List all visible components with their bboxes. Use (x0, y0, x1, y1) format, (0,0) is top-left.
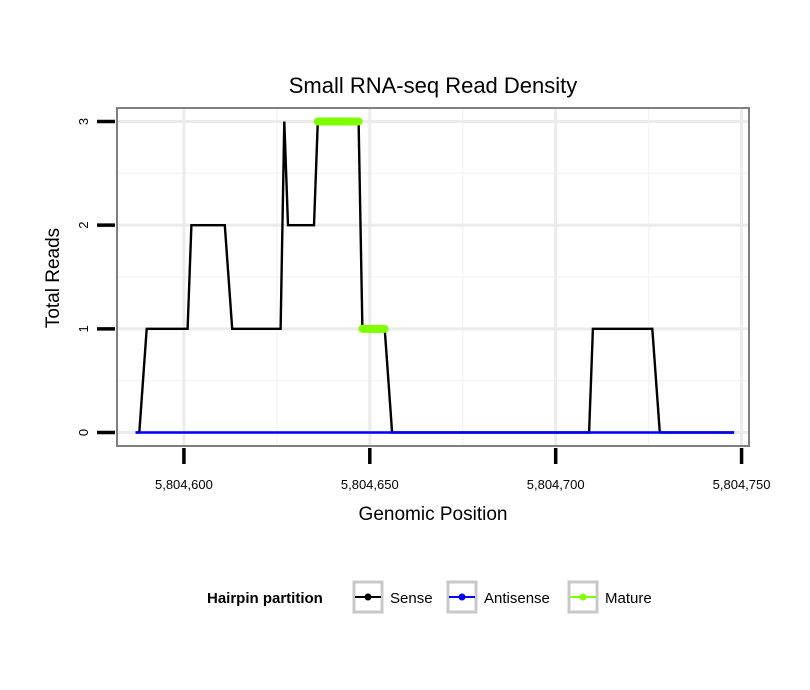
legend-key-point (579, 593, 587, 601)
x-tick-label: 5,804,700 (527, 477, 585, 492)
y-axis-title: Total Reads (43, 228, 64, 328)
x-tick-label: 5,804,600 (155, 477, 213, 492)
y-tick-label: 2 (76, 222, 91, 229)
legend-label: Sense (390, 590, 433, 607)
legend-label: Antisense (484, 590, 550, 607)
legend-item-sense: Sense (352, 580, 433, 614)
series-layer (135, 117, 735, 434)
legend-key-point (458, 593, 466, 601)
y-tick-label: 0 (76, 429, 91, 436)
legend-label: Mature (605, 590, 652, 607)
x-axis-title: Genomic Position (359, 504, 508, 525)
chart-title: Small RNA-seq Read Density (289, 73, 578, 98)
legend-item-antisense: Antisense (446, 580, 550, 614)
y-tick-label: 3 (76, 118, 91, 125)
axes-layer: 5,804,600 5,804,650 5,804,700 5,804,750 0 1 2 3 (76, 118, 770, 492)
legend-title: Hairpin partition (207, 590, 323, 607)
legend: Hairpin partition Sense Antisense Mature (207, 580, 652, 614)
sense-series-line (135, 120, 735, 434)
legend-item-mature: Mature (567, 580, 652, 614)
x-tick-label: 5,804,750 (713, 477, 771, 492)
x-tick-label: 5,804,650 (341, 477, 399, 492)
legend-key-point (364, 593, 372, 601)
y-tick-label: 1 (76, 325, 91, 332)
